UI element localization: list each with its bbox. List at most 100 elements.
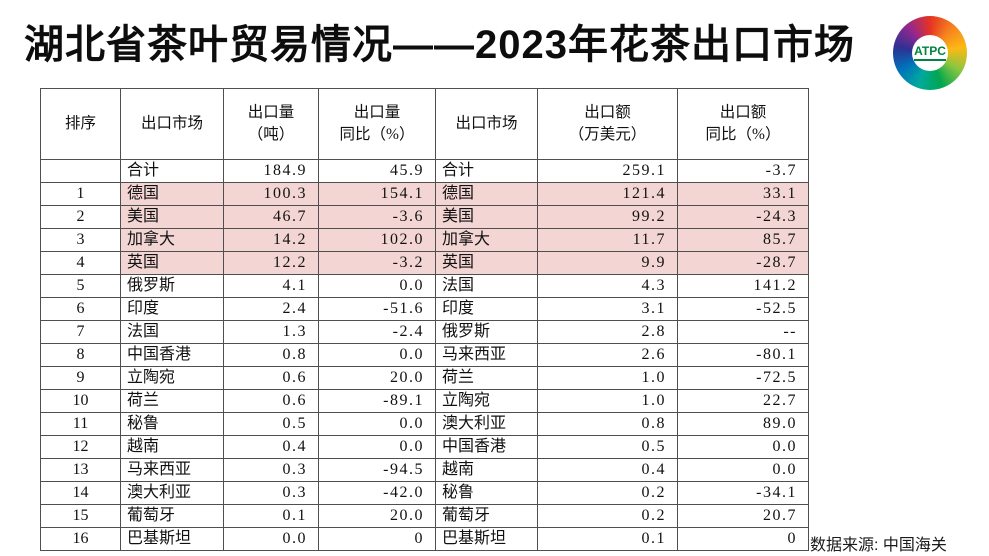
cell-rank: 14 [40,481,121,505]
cell-rank: 8 [40,343,121,367]
cell-value: 0.1 [537,527,678,551]
cell-volume-market: 英国 [120,251,224,275]
cell-volume-market: 中国香港 [120,343,224,367]
cell-value-yoy: -80.1 [677,343,809,367]
cell-value-yoy: -52.5 [677,297,809,321]
trade-table: 排序 出口市场 出口量 （吨） 出口量 同比（%） 出口市场 出口额 （万美元）… [40,88,809,551]
cell-value: 1.0 [537,389,678,413]
cell-value-yoy: -- [677,320,809,344]
cell-volume-yoy: -51.6 [318,297,436,321]
cell-rank: 2 [40,205,121,229]
cell-volume-market: 印度 [120,297,224,321]
data-source-note: 数据来源: 中国海关 [810,537,947,554]
cell-rank: 10 [40,389,121,413]
cell-value: 1.0 [537,366,678,390]
header-value-yoy: 出口额 同比（%） [677,88,809,160]
cell-volume-market: 葡萄牙 [120,504,224,528]
cell-value-yoy: -34.1 [677,481,809,505]
cell-volume-market: 合计 [120,159,224,183]
logo-center: ATPC [912,35,948,71]
cell-value: 0.2 [537,481,678,505]
cell-volume: 12.2 [223,251,319,275]
table-row: 11 秘鲁 0.5 0.0 澳大利亚 0.8 89.0 [40,412,809,436]
cell-rank [40,159,121,183]
cell-volume-market: 澳大利亚 [120,481,224,505]
cell-volume: 0.3 [223,481,319,505]
cell-volume-yoy: 20.0 [318,366,436,390]
cell-volume-yoy: 45.9 [318,159,436,183]
cell-value: 121.4 [537,182,678,206]
cell-volume: 0.0 [223,527,319,551]
table-row: 13 马来西亚 0.3 -94.5 越南 0.4 0.0 [40,458,809,482]
table-row: 16 巴基斯坦 0.0 0 巴基斯坦 0.1 0 [40,527,809,551]
cell-rank: 15 [40,504,121,528]
cell-volume-market: 秘鲁 [120,412,224,436]
cell-value-market: 加拿大 [435,228,538,252]
cell-volume-yoy: 0.0 [318,274,436,298]
cell-rank: 6 [40,297,121,321]
cell-volume: 0.8 [223,343,319,367]
cell-volume-yoy: -89.1 [318,389,436,413]
cell-value-market: 巴基斯坦 [435,527,538,551]
cell-value: 259.1 [537,159,678,183]
cell-value-market: 秘鲁 [435,481,538,505]
cell-value: 2.8 [537,320,678,344]
cell-value-yoy: 85.7 [677,228,809,252]
cell-volume-market: 立陶宛 [120,366,224,390]
cell-volume: 0.3 [223,458,319,482]
cell-value: 99.2 [537,205,678,229]
cell-volume-yoy: 154.1 [318,182,436,206]
cell-volume-market: 加拿大 [120,228,224,252]
cell-volume-yoy: 0 [318,527,436,551]
cell-value-yoy: 0.0 [677,458,809,482]
cell-volume-market: 德国 [120,182,224,206]
cell-value-market: 英国 [435,251,538,275]
cell-value: 0.4 [537,458,678,482]
table-row: 合计 184.9 45.9 合计 259.1 -3.7 [40,159,809,183]
cell-value-yoy: 22.7 [677,389,809,413]
cell-volume: 0.1 [223,504,319,528]
header-volume-market: 出口市场 [120,88,224,160]
cell-rank: 11 [40,412,121,436]
cell-value-market: 中国香港 [435,435,538,459]
cell-volume-market: 越南 [120,435,224,459]
cell-volume: 0.4 [223,435,319,459]
cell-volume-yoy: 0.0 [318,343,436,367]
table-header: 排序 出口市场 出口量 （吨） 出口量 同比（%） 出口市场 出口额 （万美元）… [40,88,809,160]
cell-value: 2.6 [537,343,678,367]
cell-volume-yoy: -42.0 [318,481,436,505]
table-row: 12 越南 0.4 0.0 中国香港 0.5 0.0 [40,435,809,459]
cell-value-market: 德国 [435,182,538,206]
table-row: 15 葡萄牙 0.1 20.0 葡萄牙 0.2 20.7 [40,504,809,528]
cell-value-market: 马来西亚 [435,343,538,367]
cell-volume-yoy: -3.2 [318,251,436,275]
header-volume-yoy: 出口量 同比（%） [318,88,436,160]
cell-value-market: 俄罗斯 [435,320,538,344]
cell-value-yoy: -28.7 [677,251,809,275]
cell-volume-market: 马来西亚 [120,458,224,482]
cell-rank: 1 [40,182,121,206]
logo-text: ATPC [914,45,946,61]
cell-rank: 16 [40,527,121,551]
table-row: 2 美国 46.7 -3.6 美国 99.2 -24.3 [40,205,809,229]
cell-volume: 14.2 [223,228,319,252]
cell-rank: 3 [40,228,121,252]
cell-value: 0.2 [537,504,678,528]
cell-volume-yoy: -3.6 [318,205,436,229]
cell-volume: 46.7 [223,205,319,229]
cell-volume-market: 美国 [120,205,224,229]
cell-volume: 184.9 [223,159,319,183]
cell-volume: 100.3 [223,182,319,206]
cell-value-yoy: 33.1 [677,182,809,206]
cell-value-yoy: -72.5 [677,366,809,390]
cell-value: 0.8 [537,412,678,436]
page-title: 湖北省茶叶贸易情况——2023年花茶出口市场 [24,23,855,67]
table-row: 5 俄罗斯 4.1 0.0 法国 4.3 141.2 [40,274,809,298]
cell-volume: 0.6 [223,366,319,390]
table-row: 6 印度 2.4 -51.6 印度 3.1 -52.5 [40,297,809,321]
cell-value: 9.9 [537,251,678,275]
table-row: 9 立陶宛 0.6 20.0 荷兰 1.0 -72.5 [40,366,809,390]
cell-value-market: 立陶宛 [435,389,538,413]
table-row: 4 英国 12.2 -3.2 英国 9.9 -28.7 [40,251,809,275]
cell-value-yoy: -24.3 [677,205,809,229]
